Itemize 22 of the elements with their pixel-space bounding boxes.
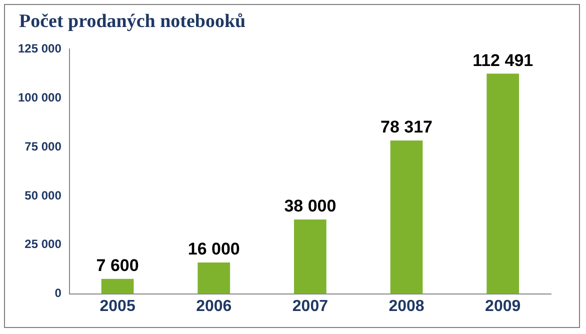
data-label: 16 000 xyxy=(188,240,240,259)
y-tick-label: 0 xyxy=(54,286,62,300)
y-tick-label: 25 000 xyxy=(24,237,62,252)
x-tick-label: 2006 xyxy=(196,298,232,315)
y-tick-label: 75 000 xyxy=(24,139,62,154)
data-label: 7 600 xyxy=(96,256,139,276)
x-tick-label: 2005 xyxy=(100,298,136,315)
bar xyxy=(486,74,520,294)
data-label: 112 491 xyxy=(472,50,534,70)
y-tick-label: 100 000 xyxy=(18,90,62,104)
bar xyxy=(390,140,423,294)
x-tick-label: 2007 xyxy=(292,298,328,315)
data-label: 78 317 xyxy=(380,118,433,137)
bar xyxy=(294,219,326,294)
y-tick-label: 125 000 xyxy=(18,42,62,56)
x-tick-label: 2009 xyxy=(485,298,521,315)
chart-title: Počet prodaných notebooků xyxy=(19,11,246,33)
bar xyxy=(101,278,134,294)
y-tick-label: 50 000 xyxy=(24,188,62,202)
bar xyxy=(198,262,230,294)
data-label: 38 000 xyxy=(284,196,336,216)
x-tick-label: 2008 xyxy=(388,298,424,315)
